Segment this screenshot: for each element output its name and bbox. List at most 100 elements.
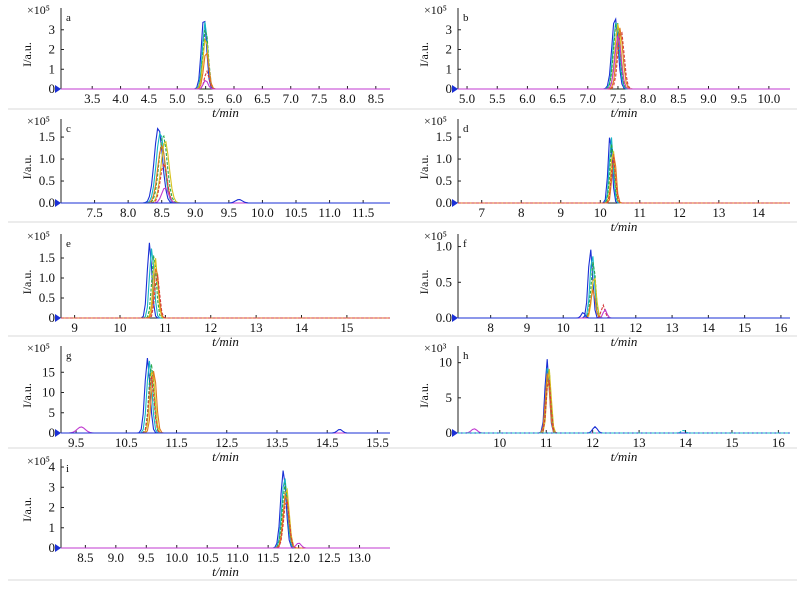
x-tick-label: 10 [493, 435, 506, 450]
x-tick-label: 13 [666, 320, 679, 335]
x-axis-label: t/min [611, 449, 638, 464]
trace-series-4 [61, 371, 390, 434]
y-tick-label: 1 [49, 61, 56, 76]
trace-series-4 [61, 258, 390, 319]
baseline-marker-icon [452, 429, 458, 437]
trace-series-5 [61, 492, 390, 549]
y-scale-label: ×10³ [424, 341, 447, 355]
trace-series-1 [458, 249, 790, 319]
trace-series-9 [458, 429, 790, 434]
y-axis-label: I/a.u. [417, 155, 431, 180]
baseline-marker-icon [55, 199, 61, 207]
trace-series-1 [61, 242, 390, 319]
x-tick-label: 8 [518, 205, 525, 220]
y-tick-label: 2 [446, 42, 453, 57]
trace-series-1 [61, 127, 390, 204]
x-tick-label: 10.0 [251, 205, 274, 220]
y-tick-label: 5 [49, 405, 56, 420]
trace-series-7 [61, 187, 390, 204]
x-tick-label: 12.5 [318, 550, 341, 565]
x-axis-label: t/min [611, 334, 638, 349]
x-tick-label: 14 [295, 320, 309, 335]
x-tick-label: 7.5 [311, 91, 327, 106]
x-tick-label: 5.0 [459, 91, 475, 106]
x-tick-label: 14 [702, 320, 716, 335]
y-tick-label: 1 [446, 61, 453, 76]
x-tick-label: 11 [159, 320, 172, 335]
y-axis-label: I/a.u. [20, 497, 34, 522]
x-tick-label: 11.5 [352, 205, 374, 220]
trace-series-7 [458, 35, 790, 90]
y-tick-label: 10 [42, 385, 55, 400]
y-scale-label: ×10⁵ [424, 114, 447, 128]
y-axis-label: I/a.u. [417, 42, 431, 67]
x-tick-label: 10.5 [285, 205, 308, 220]
trace-series-7 [61, 79, 390, 90]
chart-panel-d: ×10⁵ d 0.0 0.5 1.0 1.5 7 8 9 10 11 12 13 14 I/a.u. t/mi… [417, 114, 790, 234]
x-tick-label: 9.0 [187, 205, 203, 220]
x-tick-label: 15 [725, 435, 738, 450]
trace-series-2 [458, 368, 790, 434]
y-scale-label: ×10⁵ [27, 229, 50, 243]
trace-series-5 [61, 51, 390, 90]
x-tick-label: 11.5 [165, 435, 187, 450]
x-tick-label: 14.5 [316, 435, 339, 450]
x-tick-label: 9 [524, 320, 531, 335]
x-tick-label: 12.5 [215, 435, 238, 450]
x-tick-label: 12 [629, 320, 642, 335]
y-tick-label: 0 [446, 81, 453, 96]
x-tick-label: 9.0 [700, 91, 716, 106]
x-tick-label: 9.5 [731, 91, 747, 106]
x-tick-label: 16 [772, 435, 786, 450]
trace-series-3 [61, 364, 390, 434]
x-tick-label: 9.0 [108, 550, 124, 565]
x-tick-label: 5.0 [169, 91, 185, 106]
baseline-marker-icon [452, 314, 458, 322]
trace-series-2 [61, 21, 390, 90]
x-tick-label: 9 [558, 205, 565, 220]
y-scale-label: ×10⁵ [27, 114, 50, 128]
trace-series-1 [458, 137, 790, 204]
x-tick-label: 10 [594, 205, 607, 220]
y-tick-label: 1.5 [436, 129, 452, 144]
y-axis-label: I/a.u. [417, 383, 431, 408]
trace-series-4 [61, 487, 390, 549]
x-tick-label: 8 [487, 320, 494, 335]
y-tick-label: 3 [446, 22, 453, 37]
x-tick-label: 13.5 [266, 435, 289, 450]
y-axis-label: I/a.u. [20, 155, 34, 180]
x-tick-label: 3.5 [84, 91, 100, 106]
trace-series-6 [61, 69, 390, 90]
panel-letter: i [66, 463, 69, 475]
x-tick-label: 9.5 [221, 205, 237, 220]
x-tick-label: 11.0 [227, 550, 249, 565]
panel-letter: c [66, 123, 71, 135]
x-tick-label: 7 [478, 205, 485, 220]
x-tick-label: 4.5 [141, 91, 157, 106]
trace-series-6 [458, 157, 790, 204]
x-tick-label: 13 [712, 205, 725, 220]
y-tick-label: 5 [446, 390, 453, 405]
x-axis-label: t/min [611, 105, 638, 120]
y-tick-label: 0 [446, 425, 453, 440]
x-axis-label: t/min [611, 219, 638, 234]
x-tick-label: 14 [679, 435, 693, 450]
x-tick-label: 8.5 [154, 205, 170, 220]
y-tick-label: 15 [42, 364, 55, 379]
panel-letter: b [463, 12, 469, 24]
baseline-marker-icon [452, 85, 458, 93]
y-tick-label: 0.0 [436, 310, 452, 325]
trace-series-5 [61, 143, 390, 204]
trace-series-1 [61, 358, 390, 434]
x-tick-label: 12.0 [287, 550, 310, 565]
chart-panel-b: ×10⁵ b 0 1 2 3 5.0 5.5 6.0 6.5 7.0 7.5 8.0 8.5 9.0 9.5 1… [417, 3, 790, 120]
trace-series-1 [61, 470, 390, 549]
y-axis-label: I/a.u. [20, 270, 34, 295]
y-tick-label: 0.5 [436, 173, 452, 188]
x-tick-label: 15 [738, 320, 751, 335]
x-tick-label: 6.5 [254, 91, 270, 106]
trace-series-7 [61, 542, 390, 549]
trace-series-3 [458, 262, 790, 319]
panel-letter: e [66, 238, 71, 250]
y-tick-label: 0 [49, 425, 56, 440]
